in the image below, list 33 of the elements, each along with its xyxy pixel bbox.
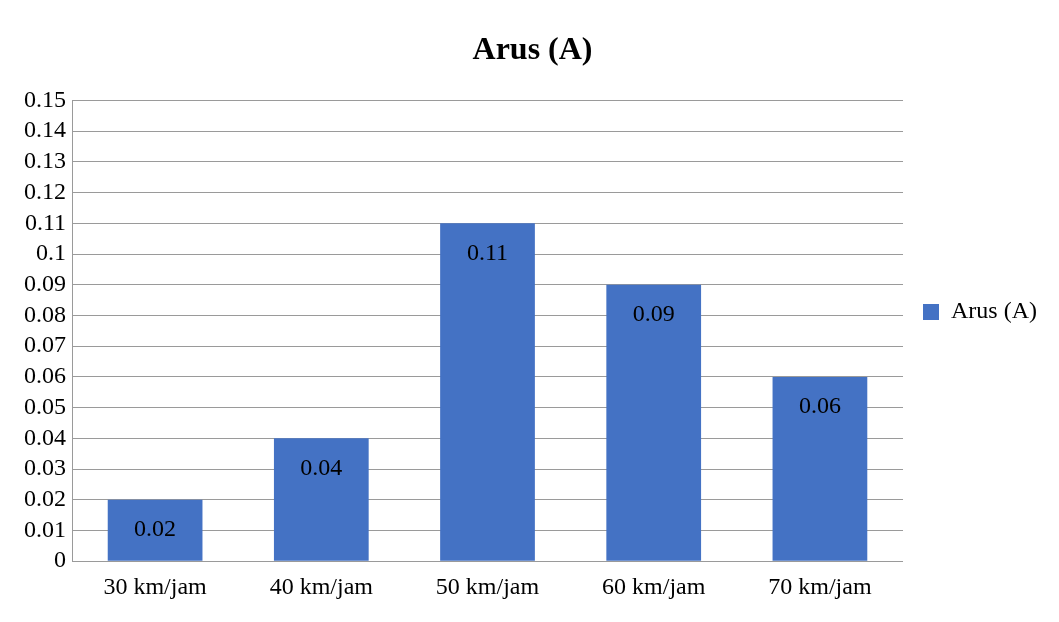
y-tick-label: 0.14 (24, 116, 66, 143)
y-tick-label: 0.04 (24, 423, 66, 450)
x-tick-label: 60 km/jam (602, 572, 706, 599)
data-label: 0.04 (300, 453, 343, 480)
bar (606, 284, 702, 561)
chart-title: Arus (A) (472, 30, 593, 67)
x-tick-label: 30 km/jam (103, 572, 208, 599)
x-tick-label: 70 km/jam (768, 572, 872, 599)
y-tick-label: 0.06 (24, 362, 66, 389)
legend-label: Arus (A) (951, 297, 1037, 324)
bar (440, 223, 535, 561)
y-tick-label: 0.09 (24, 270, 66, 297)
x-tick-label: 50 km/jam (435, 572, 540, 599)
y-tick-label: 0.12 (24, 177, 66, 204)
data-label: 0.09 (632, 300, 675, 327)
data-label: 0.02 (134, 515, 177, 542)
y-tick-label: 0.02 (24, 485, 66, 512)
y-tick-label: 0.03 (24, 454, 66, 481)
y-tick-label: 0 (54, 546, 66, 573)
y-tick-label: 0.11 (24, 208, 66, 235)
y-tick-label: 0.13 (24, 147, 66, 174)
y-tick-label: 0.15 (24, 85, 66, 112)
y-tick-label: 0.01 (24, 515, 66, 542)
bar (107, 499, 203, 561)
x-tick-label: 40 km/jam (269, 572, 374, 599)
y-tick-label: 0.08 (24, 300, 66, 327)
data-label: 0.06 (798, 392, 841, 419)
y-tick-label: 0.07 (24, 331, 66, 358)
y-tick-label: 0.1 (36, 239, 66, 266)
y-tick-label: 0.05 (24, 392, 66, 419)
bar (273, 438, 369, 561)
bar (772, 376, 868, 561)
data-label: 0.11 (466, 238, 509, 265)
